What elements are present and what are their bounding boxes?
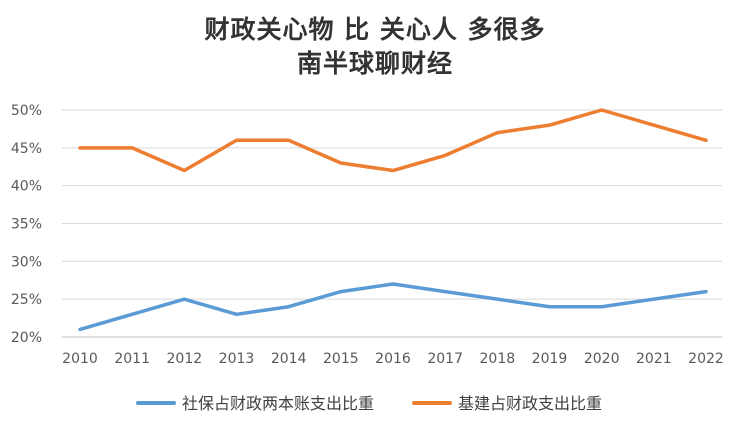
data-point [600,305,604,309]
data-point [339,290,343,294]
data-point [130,312,134,316]
y-tick-label: 30% [11,254,42,270]
data-point [704,138,708,142]
x-tick-label: 2017 [427,351,463,367]
data-point [495,131,499,135]
x-tick-label: 2011 [114,351,150,367]
data-point [182,169,186,173]
x-tick-label: 2010 [62,351,98,367]
data-point [287,138,291,142]
x-tick-label: 2013 [219,351,255,367]
data-point [391,282,395,286]
data-point [78,327,82,331]
x-tick-label: 2020 [584,351,620,367]
series-lines [78,108,708,332]
data-point [704,290,708,294]
data-point [182,297,186,301]
x-tick-label: 2019 [532,351,568,367]
y-tick-label: 35% [11,217,42,233]
data-point [130,146,134,150]
series-line-2 [78,108,708,173]
legend-label: 基建占财政支出比重 [458,394,602,413]
x-tick-label: 2016 [375,351,411,367]
y-axis-ticks: 20% 25% 30% 35% 40% 45% 50% [11,103,42,346]
y-tick-label: 40% [11,179,42,195]
chart-title: 财政关心物 比 关心人 多很多 [204,15,546,44]
x-tick-label: 2021 [636,351,672,367]
data-point [443,153,447,157]
x-tick-label: 2015 [323,351,359,367]
series-line-1 [78,282,708,332]
y-tick-label: 50% [11,103,42,119]
y-tick-label: 45% [11,141,42,157]
x-tick-label: 2022 [688,351,724,367]
gridlines [62,109,722,338]
data-point [391,169,395,173]
data-point [548,123,551,127]
x-axis-ticks: 2010 2011 2012 2013 2014 2015 2016 2017 2018 2019… [62,351,724,367]
data-point [78,146,82,150]
y-tick-label: 25% [11,292,42,308]
legend-label: 社保占财政两本账支出比重 [182,394,374,413]
legend: 社保占财政两本账支出比重 基建占财政支出比重 [136,394,602,413]
chart-subtitle: 南半球聊财经 [296,49,453,78]
x-tick-label: 2014 [271,351,307,367]
x-tick-label: 2012 [167,351,203,367]
data-point [235,138,238,142]
x-tick-label: 2018 [480,351,516,367]
data-point [235,312,238,316]
y-tick-label: 20% [11,330,42,346]
data-point [600,108,604,112]
data-point [495,297,499,301]
data-point [443,290,447,294]
data-point [287,305,291,309]
data-point [548,305,551,309]
data-point [339,161,343,165]
data-point [652,123,656,127]
data-point [652,297,656,301]
